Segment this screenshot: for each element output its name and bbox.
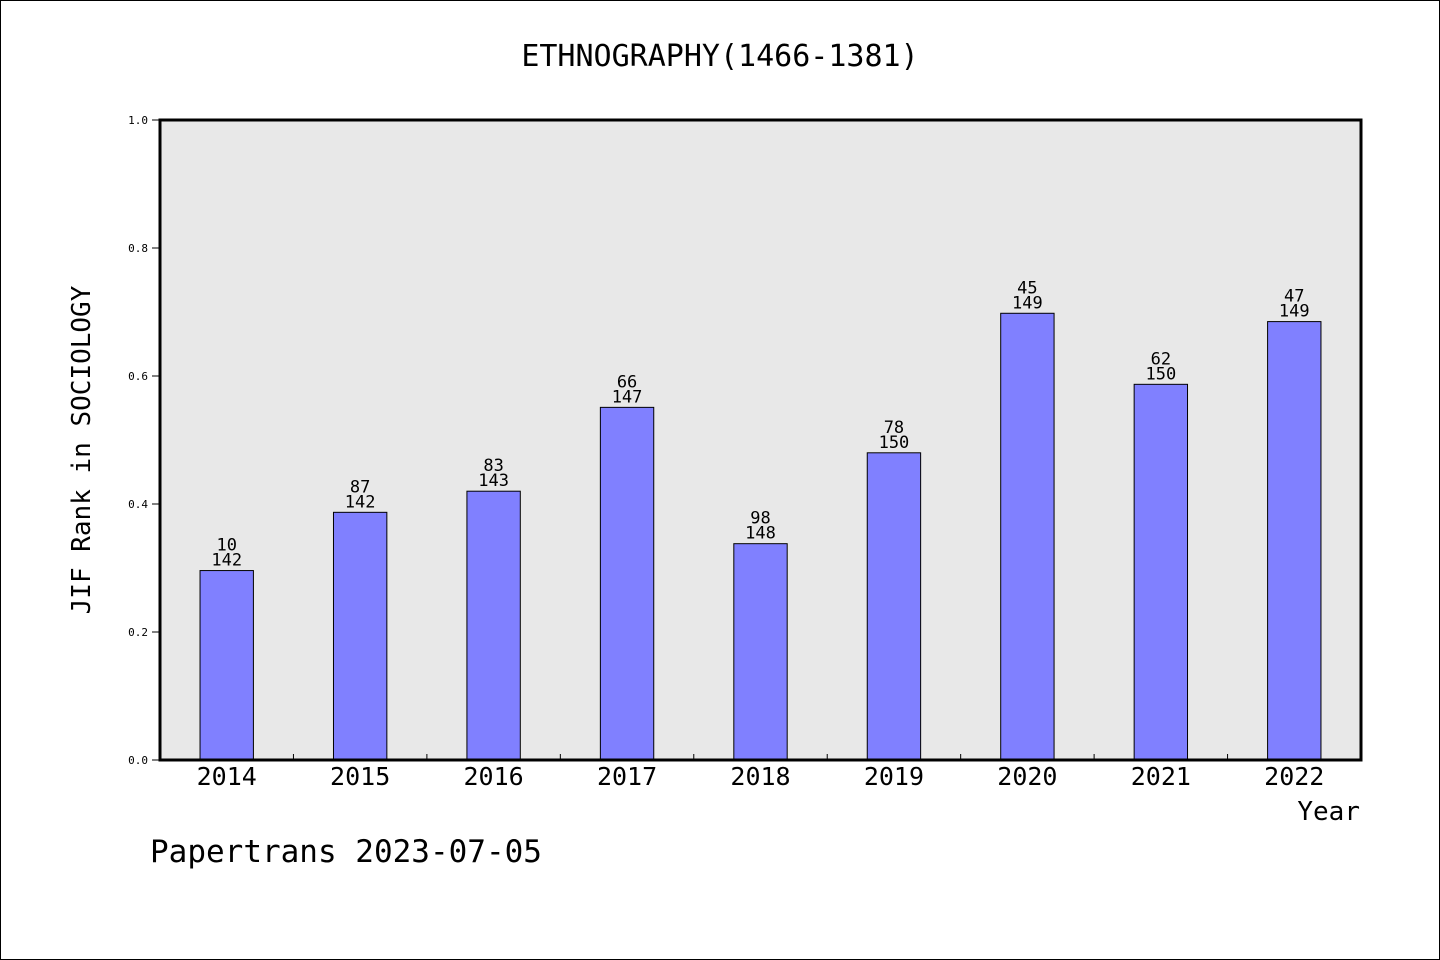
bar-label-rank: 78 xyxy=(884,418,904,438)
bar-label-total: 150 xyxy=(879,433,910,453)
bar-label-total: 150 xyxy=(1145,364,1176,384)
bar xyxy=(332,511,388,761)
bar-label-rank: 10 xyxy=(216,536,236,556)
x-axis-label: Year xyxy=(1297,797,1360,827)
y-axis-label: JIF Rank in SOCIOLOGY xyxy=(67,285,97,614)
bar-label-total: 149 xyxy=(1279,302,1310,322)
bar xyxy=(1133,383,1189,761)
x-tick-label: 2022 xyxy=(1264,762,1324,791)
y-tick-label: 0.0 xyxy=(128,754,148,767)
x-tick-label: 2016 xyxy=(464,762,524,791)
bar-label-total: 149 xyxy=(1012,293,1043,313)
bar-label-total: 147 xyxy=(612,387,643,407)
bar xyxy=(1000,312,1055,761)
bar xyxy=(866,452,922,761)
y-tick-label: 0.6 xyxy=(128,370,148,383)
chart-title: ETHNOGRAPHY(1466-1381) xyxy=(521,39,918,74)
bars-layer: 1014287142831436614798148781504514962150… xyxy=(199,278,1322,761)
x-tick-label: 2019 xyxy=(864,762,924,791)
plot-border xyxy=(158,118,1363,762)
x-tick-label: 2018 xyxy=(730,762,790,791)
bar-label-total: 143 xyxy=(478,471,509,491)
x-tick-label: 2020 xyxy=(997,762,1057,791)
bar-label-rank: 98 xyxy=(750,509,770,529)
bar-label-total: 142 xyxy=(345,492,376,512)
y-tick-label: 0.4 xyxy=(128,498,148,511)
x-tick-label: 2021 xyxy=(1131,762,1191,791)
x-axis: 2014 2015 2016 2017 2018 2019 2020 2021 2022 xyxy=(197,754,1324,791)
bar-label-total: 148 xyxy=(745,524,776,544)
y-tick-label: 1.0 xyxy=(128,114,148,127)
y-tick-label: 0.8 xyxy=(128,242,148,255)
bar-label-rank: 87 xyxy=(350,477,370,497)
y-axis: 0.0 0.2 0.4 0.6 0.8 1.0 xyxy=(128,114,160,767)
bar-label-rank: 66 xyxy=(617,372,637,392)
bar-label-rank: 45 xyxy=(1017,278,1037,298)
bar-label-rank: 62 xyxy=(1151,349,1171,369)
bar xyxy=(733,543,788,761)
bar-label-rank: 47 xyxy=(1284,287,1304,307)
bar xyxy=(466,490,521,761)
bar-label-rank: 83 xyxy=(483,456,503,476)
y-tick-label: 0.2 xyxy=(128,626,148,639)
footer-watermark: Papertrans 2023-07-05 xyxy=(150,834,542,870)
x-tick-label: 2014 xyxy=(197,762,257,791)
bar xyxy=(599,406,655,761)
x-tick-label: 2015 xyxy=(330,762,390,791)
bar xyxy=(1267,321,1322,761)
bar xyxy=(199,570,254,761)
bar-label-total: 142 xyxy=(211,551,242,571)
x-tick-label: 2017 xyxy=(597,762,657,791)
